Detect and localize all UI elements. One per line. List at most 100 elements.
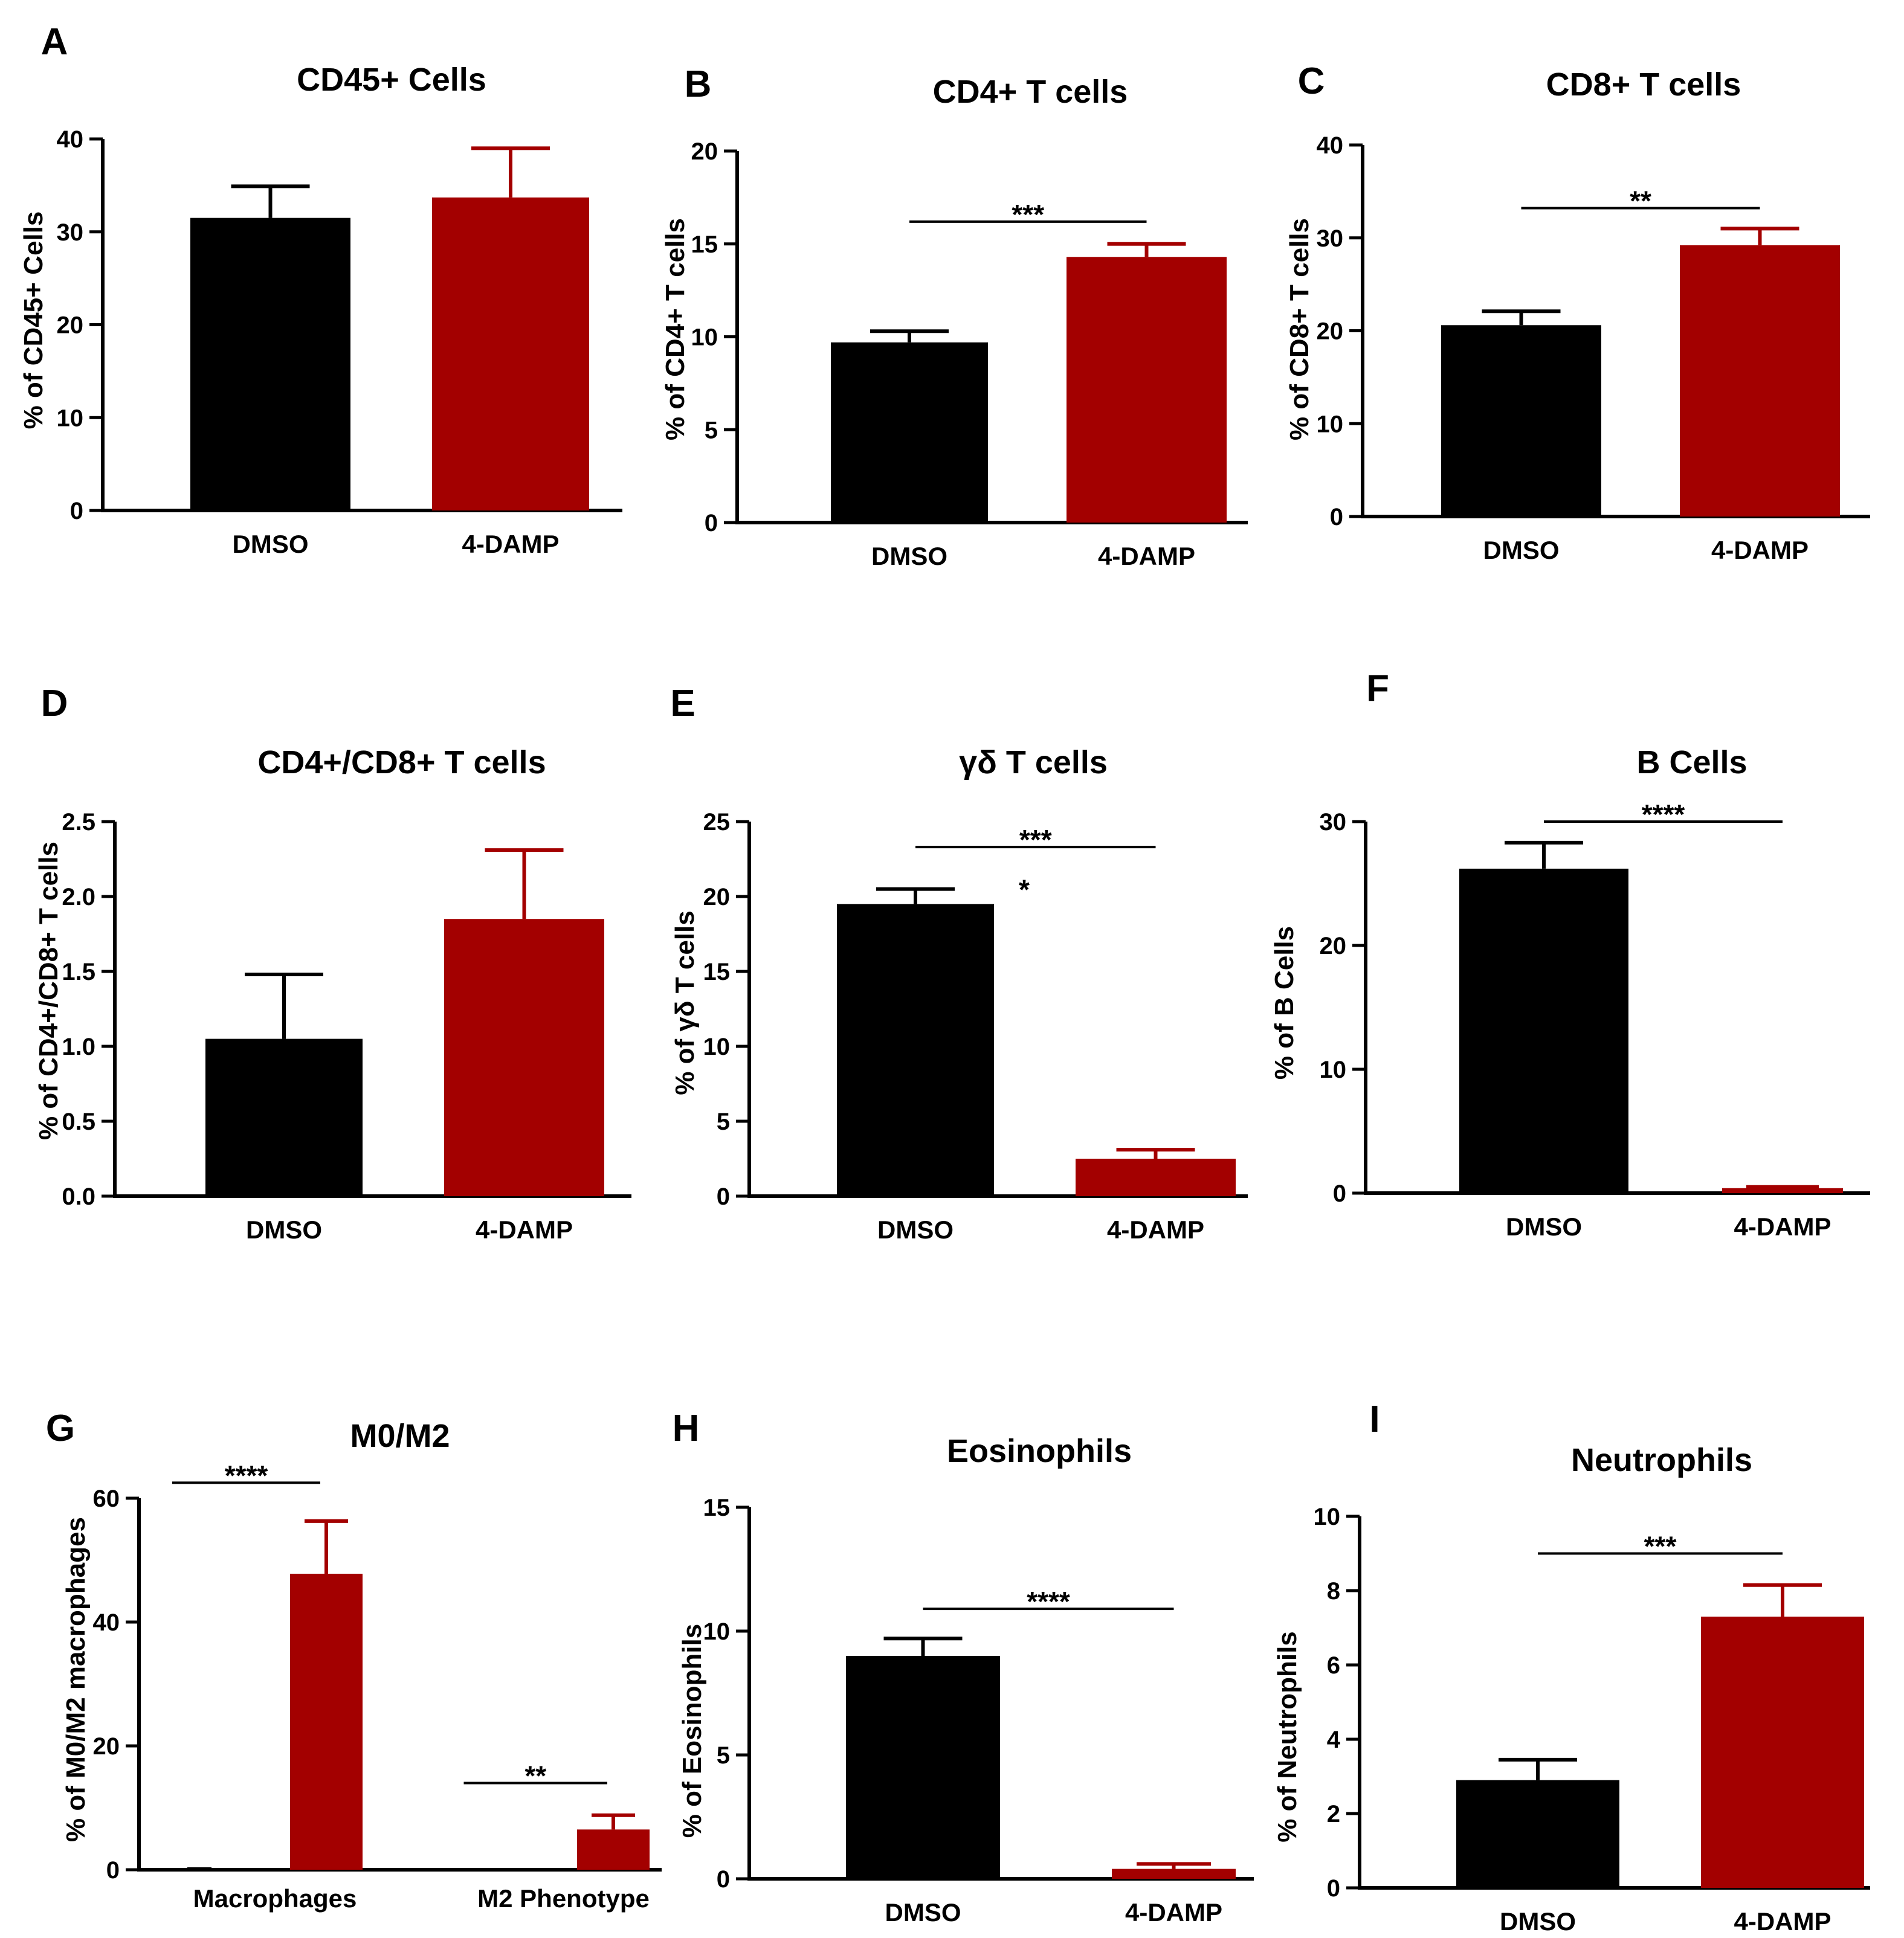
y-axis-label: % of M0/M2 macrophages [61,1517,91,1842]
chart-title: CD4+ T cells [933,74,1128,110]
panel-letter: F [1366,668,1389,709]
bar-4-damp [1076,1159,1236,1196]
y-tick-label: 6 [1327,1652,1340,1679]
x-category-label: 4-DAMP [1107,1215,1204,1244]
y-tick-label: 1.5 [62,959,95,985]
x-category-label: 4-DAMP [476,1215,573,1244]
chart-panel-I: I Neutrophils % of Neutrophils 0 2 4 6 8 10 DMSO 4… [1273,1399,1870,1936]
y-tick-label: 0 [717,1183,730,1210]
y-tick-label: 0 [717,1866,730,1893]
y-axis-label: % of CD4+ T cells [660,218,690,440]
chart-title: M0/M2 [350,1418,450,1454]
y-tick-label: 5 [717,1109,730,1135]
bar-dmso [846,1656,1000,1879]
y-tick-label: 10 [1317,411,1344,437]
chart-title: γδ T cells [959,744,1108,781]
significance-label: **** [225,1460,268,1491]
significance-label: *** [1012,199,1044,230]
y-axis-label: % of CD4+/CD8+ T cells [34,842,63,1140]
y-tick-label: 25 [703,809,731,835]
x-category-label: DMSO [233,530,309,558]
y-tick-label: 30 [1317,225,1344,252]
y-tick-label: 20 [1320,933,1347,959]
significance-label: **** [1642,799,1685,830]
y-tick-label: 0.0 [62,1183,95,1210]
y-tick-label: 0 [1330,504,1343,530]
x-category-label: 4-DAMP [1098,542,1195,570]
x-category-label: 4-DAMP [1734,1212,1831,1241]
y-tick-label: 2 [1327,1801,1340,1827]
y-tick-label: 5 [705,417,718,443]
bar-dmso [1459,868,1628,1193]
bar-4-damp [444,919,604,1196]
y-tick-label: 0 [1333,1180,1346,1207]
chart-title: CD4+/CD8+ T cells [257,744,546,781]
x-category-label: 4-DAMP [462,530,559,558]
chart-title: Neutrophils [1571,1442,1752,1478]
bar-dmso [831,342,988,523]
y-tick-label: 60 [93,1486,120,1512]
bar-dmso [837,904,994,1196]
chart-title: B Cells [1636,744,1747,781]
chart-panel-H: H Eosinophils % of Eosinophils 0 5 10 15 DMSO 4-… [673,1408,1254,1927]
panel-letter: D [41,683,68,724]
y-tick-label: 40 [93,1609,120,1636]
y-tick-label: 0 [106,1857,120,1884]
panel-letter: I [1369,1399,1380,1440]
bar-4-damp [1722,1188,1843,1193]
bar-4-damp [1680,245,1840,517]
chart-panel-D: D CD4+/CD8+ T cells % of CD4+/CD8+ T cells… [34,683,631,1244]
y-tick-label: 20 [703,884,731,910]
panel-letter: A [41,21,68,63]
chart-panel-A: A CD45+ Cells % of CD45+ Cells 0 10 20 30 40 DMS… [19,21,622,558]
y-tick-label: 40 [1317,132,1344,159]
y-tick-label: 15 [703,1495,731,1521]
bar-4-damp [432,197,589,510]
y-tick-label: 10 [57,405,84,431]
y-tick-label: 10 [703,1034,731,1060]
y-tick-label: 0.5 [62,1109,95,1135]
y-tick-label: 10 [1320,1057,1347,1083]
y-axis-label: % of B Cells [1270,926,1299,1080]
y-tick-label: 20 [57,312,84,339]
y-tick-label: 20 [1317,318,1344,345]
bar-dmso [1456,1780,1619,1888]
y-tick-label: 20 [93,1733,120,1760]
bar-dmso [205,1038,363,1196]
x-category-label: DMSO [1483,536,1560,564]
y-tick-label: 5 [717,1742,730,1769]
panel-letter: E [670,683,695,724]
bar-4-damp [1112,1869,1236,1879]
y-tick-label: 10 [703,1618,731,1645]
annotation-label: * [1019,874,1030,906]
chart-title: Eosinophils [947,1433,1132,1469]
y-axis-label: % of Eosinophils [677,1624,707,1838]
x-category-label: DMSO [246,1215,322,1244]
y-axis-label: % of CD45+ Cells [19,211,48,430]
y-tick-label: 0 [705,510,718,536]
y-tick-label: 10 [1314,1504,1341,1530]
x-category-label: 4-DAMP [1711,536,1809,564]
y-tick-label: 30 [1320,809,1347,835]
chart-panel-C: C CD8+ T cells % of CD8+ T cells 0 10 20 30 40 D… [1285,60,1870,564]
x-category-label: 4-DAMP [1734,1907,1831,1936]
panel-letter: G [46,1408,75,1449]
significance-label: **** [1027,1586,1070,1617]
x-category-label: DMSO [885,1898,961,1927]
bar-4-damp [577,1829,650,1870]
significance-label: *** [1019,824,1052,855]
x-category-label: DMSO [877,1215,954,1244]
bar-dmso [190,217,350,510]
panel-letter: H [673,1408,700,1449]
chart-title: CD45+ Cells [297,62,486,98]
x-category-label: 4-DAMP [1125,1898,1222,1927]
x-category-label: DMSO [1506,1212,1582,1241]
y-axis-label: % of Neutrophils [1273,1631,1302,1843]
y-tick-label: 40 [57,126,84,153]
x-category-label: DMSO [1500,1907,1576,1936]
bar-4-damp [290,1574,363,1870]
y-tick-label: 8 [1327,1578,1340,1605]
chart-panel-F: F B Cells % of B Cells 0 10 20 30 DMSO 4-DAMP ***… [1270,668,1870,1241]
chart-title: CD8+ T cells [1546,66,1741,103]
chart-panel-B: B CD4+ T cells % of CD4+ T cells 0 5 10 15 20 DM… [660,63,1248,570]
